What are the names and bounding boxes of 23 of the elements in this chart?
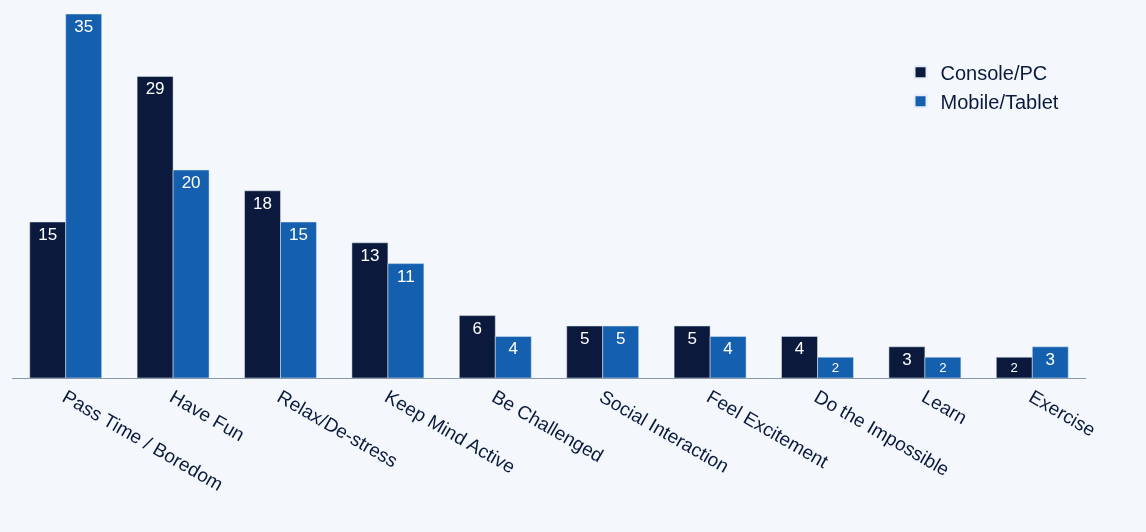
x-tick-label: Have Fun (166, 385, 249, 446)
data-label: 5 (615, 329, 626, 348)
data-label: 11 (397, 266, 415, 286)
data-label: 3 (902, 349, 912, 369)
data-label: 2 (939, 359, 947, 375)
data-label: 15 (289, 225, 308, 244)
data-label: 5 (579, 329, 590, 348)
data-label: 20 (181, 173, 201, 192)
data-label: 2 (831, 359, 840, 375)
data-label: 3 (1045, 349, 1056, 369)
data-label: 35 (74, 17, 94, 36)
data-label: 18 (253, 193, 272, 213)
data-label: 6 (472, 318, 483, 338)
data-label: 29 (145, 79, 165, 99)
data-label: 4 (794, 339, 805, 359)
data-label: 4 (723, 339, 733, 359)
legend-label: Mobile/Tablet (940, 91, 1059, 114)
data-label: 4 (508, 339, 519, 359)
data-label: 5 (687, 329, 697, 348)
data-label: 15 (38, 225, 58, 244)
legend-label: Console/PC (940, 62, 1048, 85)
data-label: 13 (360, 245, 380, 265)
data-label: 2 (1010, 359, 1018, 375)
